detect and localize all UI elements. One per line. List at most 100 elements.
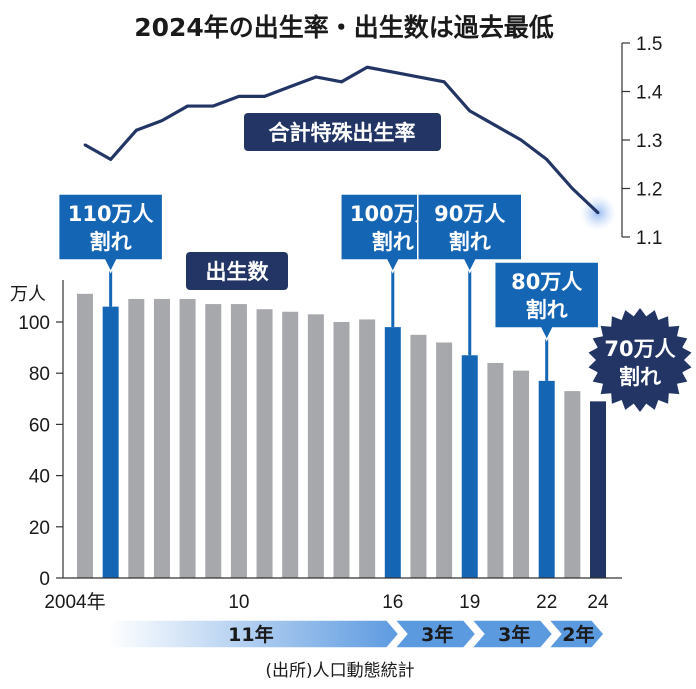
- tfr-point-2020: [494, 124, 497, 127]
- tfr-point-2019: [468, 109, 472, 113]
- callout-line1: 90万人: [434, 202, 505, 226]
- span-arrow: [107, 619, 400, 649]
- bar-2008: [179, 298, 196, 578]
- span-label: 3年: [421, 623, 453, 646]
- tfr-point-2006: [134, 128, 138, 132]
- span-label: 11年: [228, 623, 273, 646]
- births-tick-label: 100: [18, 313, 50, 334]
- bar-2011: [256, 309, 273, 578]
- tfr-line-series: [83, 65, 616, 231]
- tfr-point-2024: [596, 211, 600, 215]
- births-tick-label: 20: [29, 518, 50, 539]
- tfr-point-2022: [545, 158, 549, 161]
- births-tick-label: 80: [29, 364, 50, 385]
- span-label: 2年: [562, 623, 594, 646]
- tfr-tick-label: 1.3: [636, 131, 662, 152]
- x-tick-label: 24: [587, 592, 609, 613]
- bar-2013: [307, 314, 324, 578]
- births-tick-label: 40: [29, 467, 50, 488]
- tfr-tick-label: 1.5: [636, 34, 662, 55]
- callout-line2: 割れ: [526, 298, 568, 322]
- tfr-point-2021: [519, 138, 523, 142]
- callout-box: [417, 193, 523, 274]
- bar-2019: [461, 355, 478, 578]
- bar-2015: [359, 319, 376, 578]
- births-series-label-box: 出生数: [186, 252, 288, 290]
- bar-2006: [128, 298, 145, 578]
- bar-2005: [102, 306, 119, 578]
- tfr-point-2010: [237, 94, 241, 98]
- callout-line1: 80万人: [511, 270, 582, 294]
- callout-line2: 割れ: [90, 230, 132, 254]
- callout-line2: 割れ: [449, 230, 491, 254]
- x-tick-label: 10: [228, 592, 249, 613]
- x-tick-label: 16: [382, 592, 403, 613]
- span-label: 3年: [498, 623, 530, 646]
- tfr-label-background: [244, 113, 441, 151]
- callout-line1: 110万人: [68, 202, 154, 226]
- bar-2010: [230, 304, 247, 578]
- bar-2022: [538, 380, 555, 578]
- tfr-point-2016: [391, 70, 395, 74]
- tfr-tick-label: 1.4: [636, 83, 663, 104]
- tfr-series-label-box: 合計特殊出生率: [244, 113, 441, 151]
- tfr-series-label: 合計特殊出生率: [269, 121, 416, 145]
- births-tick-label: 0: [39, 569, 50, 590]
- bar-2014: [333, 322, 350, 578]
- callout-line2: 割れ: [372, 230, 414, 254]
- tfr-point-2007: [160, 119, 164, 122]
- tfr-point-2015: [365, 65, 369, 69]
- x-tick-label: 2004年: [44, 591, 105, 613]
- tfr-point-2005: [109, 158, 113, 161]
- bar-2020: [487, 362, 504, 578]
- span-arrow: [470, 619, 554, 649]
- births-unit-label: 万人: [10, 284, 46, 305]
- tfr-tick-label: 1.2: [636, 180, 662, 201]
- x-axis: 2004年 10 16 19 22 24: [44, 577, 622, 613]
- births-bars: [77, 293, 606, 578]
- burst-line2: 割れ: [619, 365, 661, 389]
- bar-2018: [436, 342, 453, 578]
- births-label-background: [186, 252, 288, 290]
- span-arrow: [393, 619, 477, 649]
- tfr-point-2008: [186, 104, 190, 108]
- bar-2009: [205, 304, 222, 578]
- bar-2004: [77, 293, 93, 578]
- tfr-point-2004: [83, 143, 87, 147]
- span-2: 3年: [470, 619, 554, 649]
- tfr-axis: 1.1 1.2 1.3 1.4 1.5: [621, 34, 663, 249]
- burst-shape: [588, 308, 692, 412]
- callout-box: [57, 193, 164, 274]
- bar-2007: [153, 298, 170, 578]
- tfr-point-2017: [417, 75, 420, 79]
- span-arrow: [547, 619, 605, 649]
- tfr-tick-label: 1.1: [636, 228, 662, 249]
- bar-2012: [282, 311, 299, 578]
- births-series-label: 出生数: [206, 260, 270, 284]
- interval-spans: 11年 3年 3年 2年: [107, 619, 605, 649]
- bar-2024: [590, 401, 606, 578]
- bar-2023: [564, 391, 581, 578]
- bar-2017: [410, 334, 427, 578]
- bar-2016: [384, 327, 401, 578]
- bar-2021: [513, 370, 530, 578]
- tfr-point-2012: [288, 85, 292, 89]
- tfr-point-2011: [263, 94, 266, 98]
- births-axis: 万人 0 20 40 60 80 100: [10, 280, 64, 590]
- span-0: 11年: [107, 619, 400, 649]
- tfr-point-2014: [340, 80, 343, 84]
- span-1: 3年: [393, 619, 477, 649]
- chart-title: 2024年の出生率・出生数は過去最低: [134, 13, 554, 42]
- tfr-point-2023: [570, 187, 574, 190]
- x-tick-label: 22: [536, 592, 557, 613]
- callout-box: [493, 261, 600, 342]
- tfr-point-2013: [314, 75, 318, 79]
- births-tick-label: 60: [29, 415, 50, 436]
- x-tick-label: 19: [459, 592, 480, 613]
